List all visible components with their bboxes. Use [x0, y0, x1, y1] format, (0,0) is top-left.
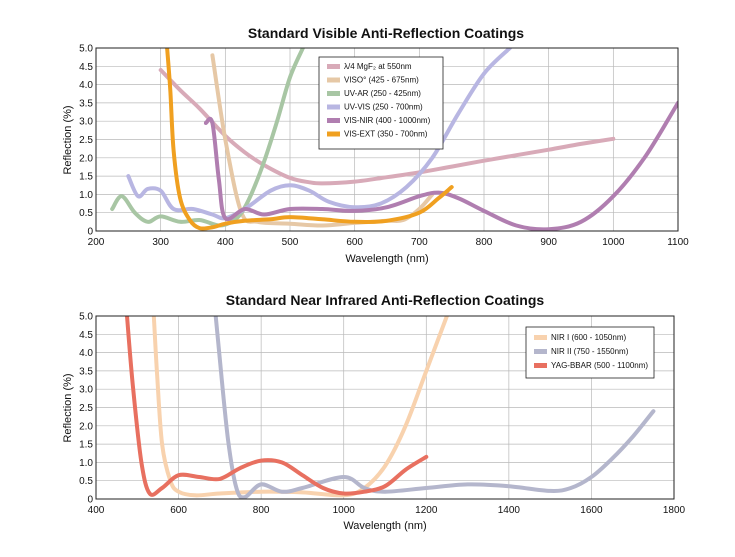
- legend-swatch: [534, 349, 547, 354]
- legend-swatch: [534, 335, 547, 340]
- x-tick-label: 800: [476, 237, 493, 248]
- series-line-visible-4: [203, 100, 678, 231]
- legend-box-nir: [525, 326, 655, 379]
- x-tick-label: 600: [170, 505, 187, 516]
- legend-label: VIS-NIR (400 - 1000nm): [344, 116, 431, 125]
- legend-swatch: [327, 91, 340, 96]
- y-tick-label: 0: [87, 227, 93, 238]
- x-tick-label: 1600: [580, 505, 603, 516]
- series-line-visible-3: [126, 48, 512, 221]
- series-line-visible-5: [165, 48, 454, 231]
- legend-label: NIR I (600 - 1050nm): [551, 333, 626, 342]
- y-tick-label: 2.5: [79, 403, 93, 414]
- x-tick-label: 1200: [415, 505, 438, 516]
- y-tick-label: 3.0: [79, 117, 93, 128]
- legend-label: VISO° (425 - 675nm): [344, 76, 419, 85]
- plot-frame-visible: [95, 47, 679, 232]
- legend-label: YAG-BBAR (500 - 1100nm): [551, 361, 648, 370]
- y-tick-label: 2.5: [79, 135, 93, 146]
- x-tick-label: 600: [346, 237, 363, 248]
- legend-swatch: [327, 77, 340, 83]
- legend-label: NIR II (750 - 1550nm): [551, 347, 629, 356]
- legend-swatch: [327, 131, 340, 137]
- y-tick-label: 2.0: [79, 421, 93, 432]
- y-tick-label: 5.0: [79, 312, 93, 323]
- x-tick-label: 400: [217, 237, 234, 248]
- x-tick-label: 800: [253, 505, 270, 516]
- legend-swatch: [327, 104, 340, 110]
- legend-nir: NIR I (600 - 1050nm) NIR II (750 - 1550nm…: [525, 326, 655, 379]
- series-line-nir-2: [125, 316, 429, 497]
- y-tick-label: 5.0: [79, 44, 93, 55]
- x-tick-label: 1100: [667, 237, 689, 248]
- x-axis-label-visible: Wavelength (nm): [345, 253, 428, 265]
- x-tick-label: 1400: [498, 505, 521, 516]
- y-tick-label: 0.5: [79, 476, 93, 487]
- legend-label: λ/4 MgF₂ at 550nm: [344, 62, 412, 71]
- y-tick-label: 1.0: [79, 458, 93, 469]
- y-tick-label: 4.5: [79, 330, 93, 341]
- x-axis-label-nir: Wavelength (nm): [343, 520, 426, 532]
- y-tick-label: 0: [87, 495, 93, 506]
- x-tick-label: 1000: [333, 505, 356, 516]
- x-tick-label: 1000: [602, 237, 625, 248]
- series-line-visible-2: [110, 48, 305, 228]
- y-tick-label: 3.5: [79, 366, 93, 377]
- plot-frame-nir: [95, 315, 675, 500]
- legend-label: UV-AR (250 - 425nm): [344, 89, 421, 98]
- y-tick-label: 4.0: [79, 80, 93, 91]
- y-tick-label: 4.0: [79, 348, 93, 359]
- legend-swatch: [327, 118, 340, 123]
- chart-title-nir: Standard Near Infrared Anti-Reflection C…: [226, 292, 545, 308]
- y-axis-label-nir: Reflection (%): [62, 373, 74, 442]
- series-line-nir-0: [151, 316, 449, 498]
- x-tick-label: 1800: [663, 505, 686, 516]
- x-tick-label: 700: [411, 237, 428, 248]
- y-tick-label: 3.0: [79, 385, 93, 396]
- legend-visible: λ/4 MgF₂ at 550nm VISO° (425 - 675nm) UV-A…: [318, 56, 444, 150]
- y-tick-label: 1.0: [79, 190, 93, 201]
- x-tick-label: 200: [88, 237, 105, 248]
- y-tick-label: 4.5: [79, 62, 93, 73]
- x-tick-label: 900: [540, 237, 557, 248]
- legend-swatch: [327, 64, 340, 69]
- y-axis-label-visible: Reflection (%): [62, 105, 74, 174]
- chart-title-visible: Standard Visible Anti-Reflection Coating…: [248, 25, 524, 41]
- x-tick-label: 300: [152, 237, 169, 248]
- legend-label: UV-VIS (250 - 700nm): [344, 103, 423, 112]
- y-tick-label: 2.0: [79, 153, 93, 164]
- chart-nir: Standard Near Infrared Anti-Reflection C…: [62, 292, 686, 532]
- y-tick-label: 3.5: [79, 98, 93, 109]
- y-tick-label: 1.5: [79, 172, 93, 183]
- y-tick-label: 1.5: [79, 440, 93, 451]
- legend-swatch: [534, 363, 547, 368]
- x-tick-label: 500: [282, 237, 299, 248]
- y-tick-label: 0.5: [79, 208, 93, 219]
- x-tick-label: 400: [88, 505, 105, 516]
- chart-visible: Standard Visible Anti-Reflection Coating…: [62, 25, 689, 265]
- legend-label: VIS-EXT (350 - 700nm): [344, 130, 428, 139]
